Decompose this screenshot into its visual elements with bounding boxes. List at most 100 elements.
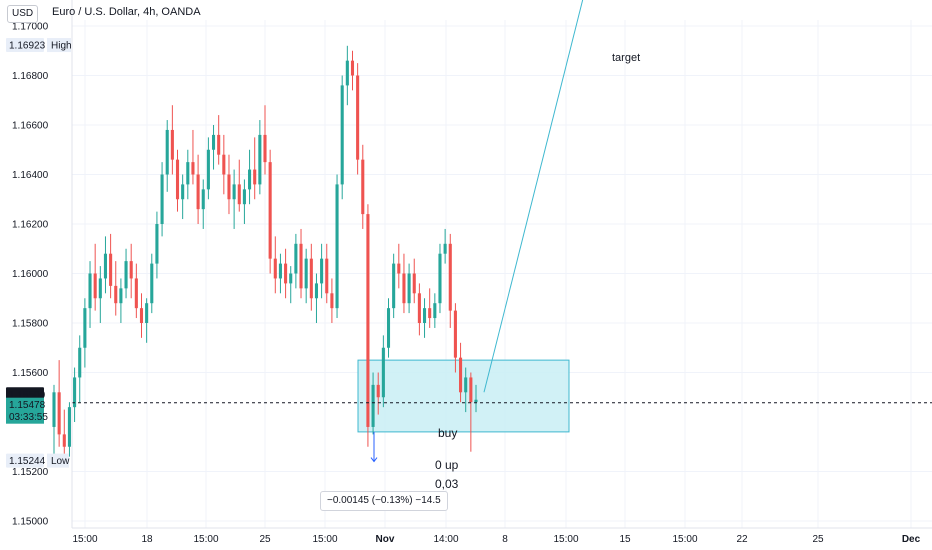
candle-up (294, 233, 298, 289)
candle-down (459, 342, 463, 403)
candle-down (268, 149, 272, 274)
zone-note-line1: 0 up (435, 458, 459, 472)
candle-up (181, 174, 185, 220)
candle-down (325, 243, 329, 304)
low-label-bg (47, 453, 69, 468)
candle-down (191, 129, 195, 185)
annotation-zones[interactable] (45, 0, 728, 433)
candle-body (474, 399, 478, 403)
candle-body (284, 263, 288, 284)
x-tick-label: 15:00 (72, 534, 97, 545)
candle-up (124, 248, 128, 299)
candle-down (253, 137, 257, 200)
high-price-tag[interactable]: 1.16923 (6, 38, 46, 53)
candle-down (93, 243, 97, 311)
candle-body (170, 129, 174, 160)
y-tick-label: 1.16600 (12, 121, 49, 132)
candle-up (201, 179, 205, 229)
candle-up (381, 335, 385, 408)
candle-body (278, 263, 282, 279)
candle-up (232, 169, 236, 229)
low-label-text: Low (51, 456, 70, 467)
candle-up (150, 253, 154, 314)
high-label-text: High (51, 41, 72, 52)
candle-down (417, 283, 421, 336)
candle-body (443, 243, 447, 254)
candle-body (433, 303, 437, 319)
candle-body (309, 258, 313, 299)
candle-body (371, 384, 375, 427)
candle-body (392, 263, 396, 309)
candle-body (206, 149, 210, 190)
candle-up (314, 273, 319, 323)
x-tick-label: 18 (141, 534, 153, 545)
trend-line[interactable] (483, 0, 601, 393)
candle-up (474, 384, 478, 413)
time-axis[interactable]: 15:00 18 15:00 25 15:00 Nov 14:00 8 15:00 15 15:00… (72, 527, 932, 545)
candle-body (453, 310, 457, 358)
candle-body (186, 162, 190, 185)
candle-body (222, 154, 226, 175)
candle-up (278, 253, 282, 294)
candle-down (469, 372, 473, 452)
candle-down (350, 50, 355, 91)
candle-up (52, 384, 56, 462)
candle-up (73, 367, 77, 422)
candle-body (253, 169, 257, 185)
y-tick-label: 1.16200 (12, 220, 49, 231)
candle-down (356, 63, 360, 175)
annotation-overlay[interactable]: target buy 0 up 0,03 (72, 0, 932, 491)
candle-down (284, 248, 288, 299)
candle-down (361, 144, 365, 229)
candle-up (438, 243, 442, 314)
candle-body (448, 243, 452, 311)
candle-body (57, 392, 61, 435)
candle-body (155, 224, 159, 264)
candle-body (469, 377, 473, 403)
candle-down (330, 278, 334, 323)
candle-body (407, 273, 411, 304)
candle-down (62, 409, 66, 460)
candle-body (73, 377, 77, 408)
candle-body (335, 184, 339, 309)
candle-body (350, 60, 355, 76)
candle-body (314, 283, 319, 299)
x-tick-label: 15:00 (553, 534, 578, 545)
candle-up (242, 179, 246, 224)
x-tick-label: 8 (502, 534, 508, 545)
candle-up (289, 266, 293, 304)
low-price-tag-bg (6, 453, 44, 468)
candle-body (417, 293, 421, 323)
candle-down (139, 293, 144, 338)
candle-body (88, 273, 92, 309)
candle-body (181, 184, 185, 200)
candle-body (345, 60, 349, 86)
measure-arrow-head (370, 457, 378, 463)
candle-body (150, 263, 154, 304)
candle-up (407, 263, 411, 314)
candle-body (134, 278, 138, 309)
candle-body (62, 434, 66, 447)
candle-down (217, 115, 221, 165)
price-axis[interactable]: 1.176001.172001.170001.168001.166001.164… (6, 0, 73, 528)
candle-body (124, 261, 128, 289)
candle-body (119, 288, 123, 304)
low-price-tag[interactable]: 1.15244 (6, 453, 46, 468)
candle-body (191, 162, 195, 175)
candle-down (366, 204, 370, 447)
x-tick-label: Dec (902, 534, 921, 545)
candle-body (232, 184, 236, 200)
buy-zone[interactable] (357, 359, 570, 433)
x-tick-label: 14:00 (433, 534, 458, 545)
chart-title: Euro / U.S. Dollar, 4h, OANDA (52, 6, 201, 18)
current-price-bg (6, 397, 44, 424)
candle-body (376, 384, 380, 398)
currency-badge[interactable]: USD (7, 5, 39, 23)
candle-body (438, 253, 442, 304)
candle-body (201, 189, 205, 210)
candle-body (217, 134, 221, 155)
candle-body (78, 347, 82, 378)
candle-body (381, 347, 385, 398)
